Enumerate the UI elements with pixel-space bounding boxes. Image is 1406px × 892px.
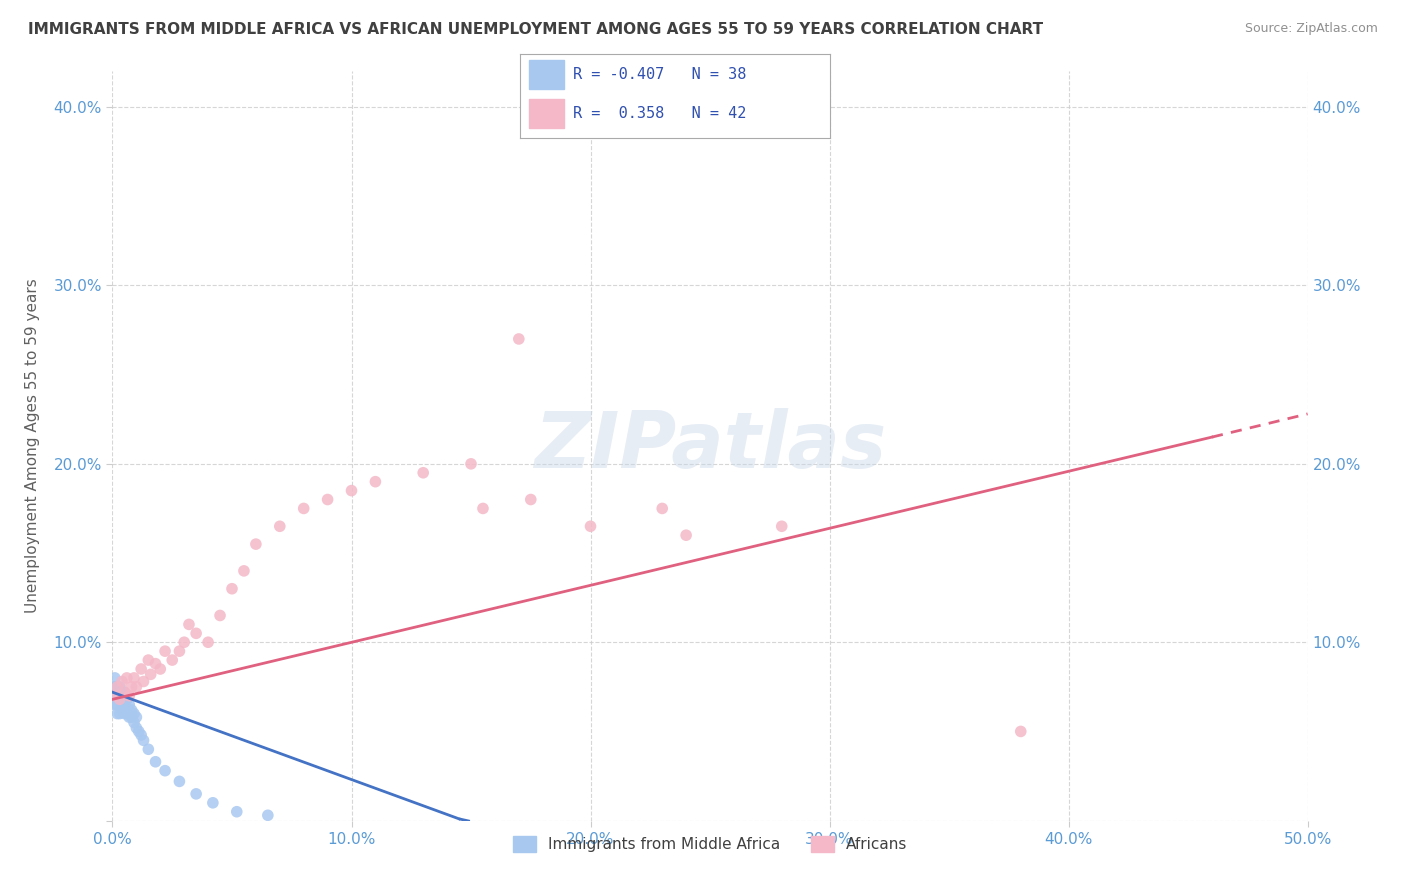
Point <box>460 457 482 471</box>
Point <box>245 537 267 551</box>
Point <box>104 689 127 703</box>
Point <box>173 635 195 649</box>
Point <box>121 710 143 724</box>
Point <box>114 706 135 721</box>
Point <box>472 501 495 516</box>
Point <box>145 657 167 671</box>
Point <box>105 689 128 703</box>
Bar <box>530 61 564 89</box>
Point <box>169 644 191 658</box>
Point <box>177 617 200 632</box>
Point <box>125 710 148 724</box>
Point <box>364 475 387 489</box>
Point <box>257 808 280 822</box>
Point <box>108 706 131 721</box>
Point <box>125 721 148 735</box>
Point <box>197 635 219 649</box>
Point <box>122 715 145 730</box>
Point <box>162 653 183 667</box>
Point <box>579 519 602 533</box>
Point <box>153 764 176 778</box>
Point <box>104 698 127 712</box>
Point <box>111 692 134 706</box>
Point <box>132 733 155 747</box>
Point <box>132 674 155 689</box>
Y-axis label: Unemployment Among Ages 55 to 59 years: Unemployment Among Ages 55 to 59 years <box>25 278 39 614</box>
Point <box>105 698 128 712</box>
Point <box>316 492 339 507</box>
Point <box>115 671 138 685</box>
Point <box>186 787 208 801</box>
Point <box>145 755 167 769</box>
Point <box>108 680 131 694</box>
Point <box>108 692 131 706</box>
Point <box>201 796 224 810</box>
Text: Source: ZipAtlas.com: Source: ZipAtlas.com <box>1244 22 1378 36</box>
Point <box>105 706 128 721</box>
Text: R =  0.358   N = 42: R = 0.358 N = 42 <box>572 106 747 121</box>
Point <box>233 564 256 578</box>
Point <box>651 501 673 516</box>
Point <box>115 692 138 706</box>
Point <box>149 662 172 676</box>
Point <box>269 519 291 533</box>
Point <box>770 519 793 533</box>
Point <box>186 626 208 640</box>
Point <box>114 685 135 699</box>
Point <box>122 671 145 685</box>
Bar <box>530 99 564 128</box>
Point <box>105 680 128 694</box>
Point <box>118 689 141 703</box>
Point <box>225 805 247 819</box>
Point <box>115 706 138 721</box>
Point <box>520 492 543 507</box>
Point <box>105 680 128 694</box>
Point <box>104 671 127 685</box>
Point <box>125 680 148 694</box>
Point <box>138 653 160 667</box>
Point <box>139 667 162 681</box>
Point <box>508 332 530 346</box>
Point <box>114 685 135 699</box>
Point <box>121 703 143 717</box>
Point <box>209 608 232 623</box>
Point <box>412 466 434 480</box>
Text: ZIPatlas: ZIPatlas <box>534 408 886 484</box>
Point <box>111 674 134 689</box>
Point <box>138 742 160 756</box>
Point <box>128 724 150 739</box>
Point <box>1010 724 1032 739</box>
Point <box>169 774 191 789</box>
Point <box>153 644 176 658</box>
Text: R = -0.407   N = 38: R = -0.407 N = 38 <box>572 67 747 82</box>
Point <box>118 710 141 724</box>
Point <box>114 698 135 712</box>
Point <box>104 680 127 694</box>
Point <box>122 706 145 721</box>
Point <box>121 680 143 694</box>
Point <box>129 728 152 742</box>
Point <box>340 483 363 498</box>
Point <box>675 528 697 542</box>
Point <box>111 689 134 703</box>
Point <box>221 582 243 596</box>
Point <box>111 701 134 715</box>
Point <box>129 662 152 676</box>
Point <box>292 501 315 516</box>
Point <box>108 685 131 699</box>
Point <box>108 692 131 706</box>
Legend: Immigrants from Middle Africa, Africans: Immigrants from Middle Africa, Africans <box>506 830 914 858</box>
Text: IMMIGRANTS FROM MIDDLE AFRICA VS AFRICAN UNEMPLOYMENT AMONG AGES 55 TO 59 YEARS : IMMIGRANTS FROM MIDDLE AFRICA VS AFRICAN… <box>28 22 1043 37</box>
Point <box>118 698 141 712</box>
